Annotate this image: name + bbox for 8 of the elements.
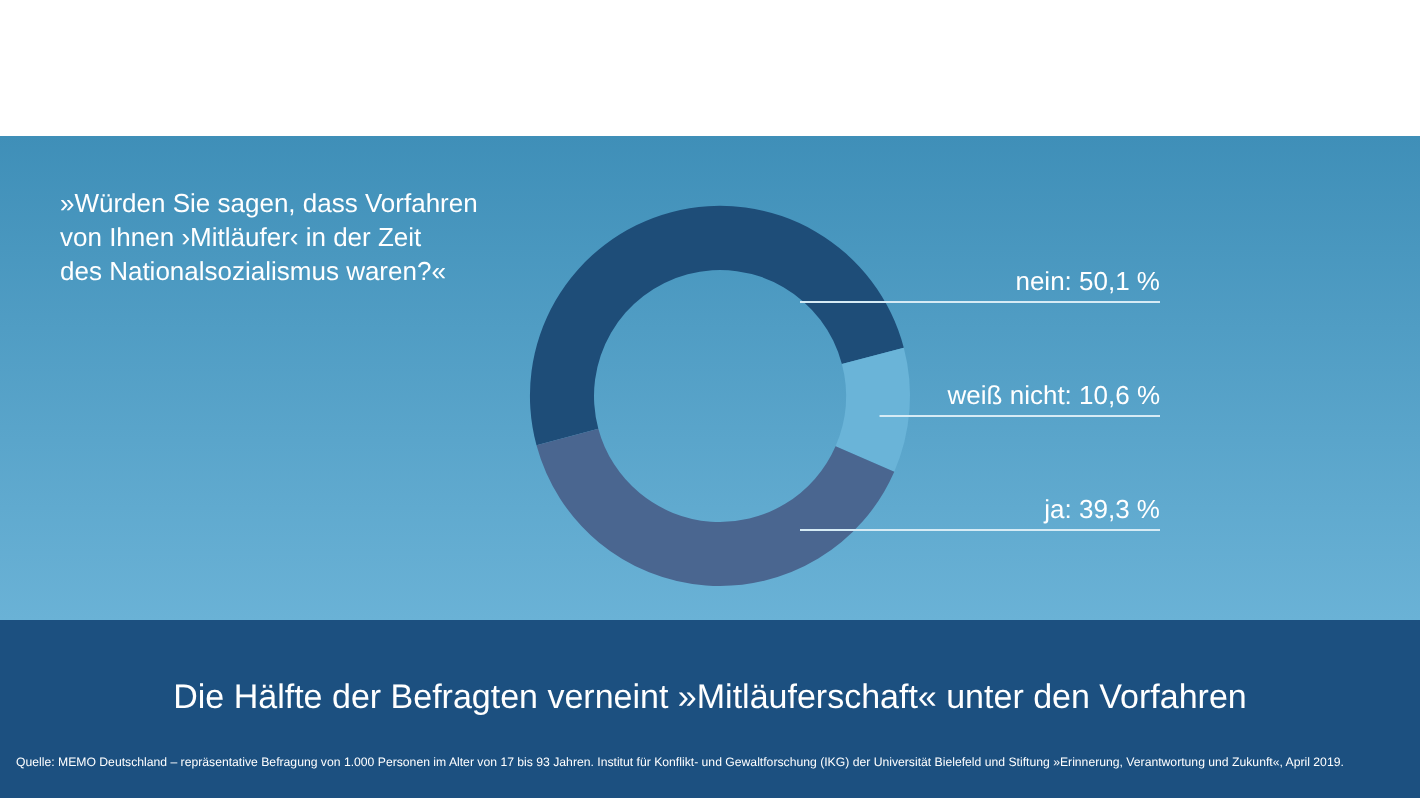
slice-label: nein: 50,1 % (1015, 266, 1161, 296)
slice-label: ja: 39,3 % (1042, 494, 1161, 524)
text: Die Hälfte der Befragten verneint »Mitläuferschaft« unter den Vorfahren (173, 678, 1247, 716)
donut-slice (835, 347, 910, 472)
donut-slice (529, 206, 904, 446)
slice-label: weiß nicht: 10,6 % (945, 380, 1161, 410)
text: »Würden Sie sagen, dass Vorfahren von Ihnen ›Mitläufer‹ in der Zeit des Nationalsozialismus waren?« (60, 188, 478, 286)
donut-slice (536, 428, 895, 586)
